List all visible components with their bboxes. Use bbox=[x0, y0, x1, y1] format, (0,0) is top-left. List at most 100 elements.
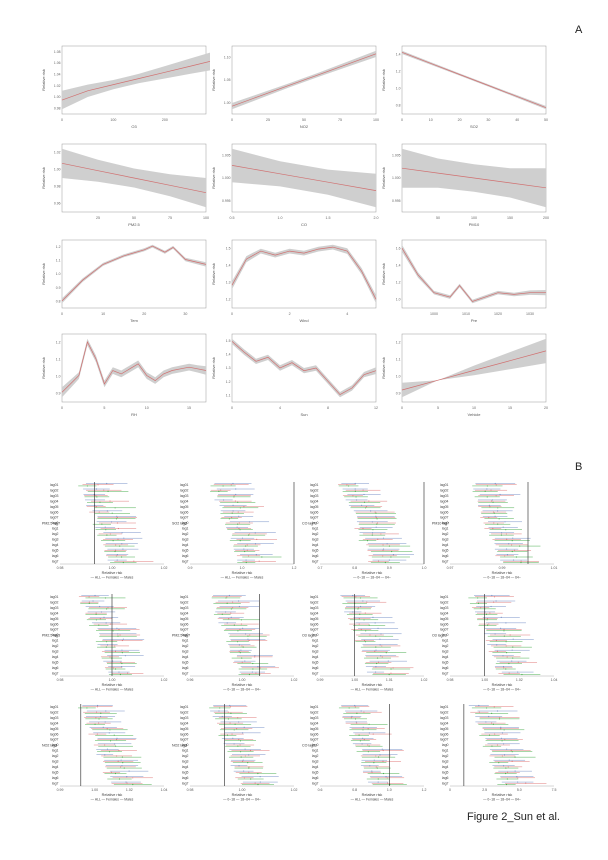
row-label: lag6 bbox=[442, 554, 449, 558]
point-estimate bbox=[505, 668, 507, 670]
row-label: lag07 bbox=[310, 516, 319, 520]
point-estimate bbox=[243, 770, 245, 772]
point-estimate bbox=[99, 618, 101, 620]
point-estimate bbox=[499, 627, 502, 629]
point-estimate bbox=[232, 510, 234, 512]
point-estimate bbox=[239, 529, 241, 531]
point-estimate bbox=[492, 527, 494, 530]
x-tick-label: 0.99 bbox=[499, 566, 506, 570]
point-estimate bbox=[247, 638, 249, 640]
y-tick-label: 1.04 bbox=[54, 73, 61, 77]
point-estimate bbox=[105, 646, 107, 648]
row-label: lag03 bbox=[440, 606, 449, 610]
series-line bbox=[401, 350, 547, 391]
point-estimate bbox=[370, 510, 372, 512]
y-axis-label: O3 lag2 bbox=[302, 634, 315, 638]
x-tick-label: 2.5 bbox=[482, 788, 487, 792]
point-estimate bbox=[121, 532, 123, 534]
x-axis-label: Relative risk bbox=[232, 683, 253, 687]
y-tick-label: 1.00 bbox=[54, 168, 61, 172]
point-estimate bbox=[241, 645, 243, 647]
point-estimate bbox=[119, 634, 121, 636]
y-tick-label: 1.2 bbox=[56, 245, 61, 249]
y-tick-label: 1.0 bbox=[396, 375, 401, 379]
point-estimate bbox=[362, 729, 364, 731]
point-estimate bbox=[519, 545, 521, 547]
point-estimate bbox=[116, 737, 118, 739]
row-label: lag04 bbox=[440, 499, 449, 503]
point-estimate bbox=[502, 743, 505, 745]
point-estimate bbox=[220, 489, 222, 491]
x-axis-label: Relative risk bbox=[232, 571, 253, 575]
point-estimate bbox=[104, 526, 106, 528]
row-label: lag1 bbox=[182, 639, 189, 643]
forest-plot-15: lag01 lag02 lag03 lag04 lag05 lag06 lag07 lag0 l… bbox=[430, 478, 558, 582]
point-estimate bbox=[230, 484, 232, 486]
point-estimate bbox=[503, 754, 506, 756]
y-tick-label: 1.4 bbox=[396, 53, 401, 57]
row-label: lag01 bbox=[180, 705, 189, 709]
point-estimate bbox=[376, 662, 378, 665]
point-estimate bbox=[99, 501, 101, 503]
point-estimate bbox=[235, 488, 237, 490]
point-estimate bbox=[511, 660, 513, 662]
row-label: lag2 bbox=[442, 644, 449, 648]
point-estimate bbox=[382, 544, 384, 546]
point-estimate bbox=[256, 538, 258, 540]
point-estimate bbox=[243, 506, 245, 508]
row-label: lag06 bbox=[440, 622, 449, 626]
row-label: lag4 bbox=[442, 765, 449, 769]
row-label: lag07 bbox=[50, 516, 59, 520]
point-estimate bbox=[227, 718, 229, 720]
point-estimate bbox=[117, 527, 119, 530]
y-tick-label: 1.05 bbox=[224, 78, 231, 82]
point-estimate bbox=[109, 533, 111, 535]
point-estimate bbox=[259, 667, 261, 669]
point-estimate bbox=[113, 734, 115, 736]
point-estimate bbox=[96, 706, 98, 708]
row-label: lag03 bbox=[50, 494, 59, 498]
point-estimate bbox=[350, 717, 352, 719]
point-estimate bbox=[95, 506, 97, 508]
row-label: lag6 bbox=[52, 776, 59, 780]
x-tick-label: 50 bbox=[544, 118, 548, 122]
legend: — ALL — Females — Males bbox=[91, 576, 134, 580]
row-label: lag4 bbox=[312, 765, 319, 769]
point-estimate bbox=[372, 616, 374, 618]
point-estimate bbox=[496, 710, 499, 712]
row-label: lag03 bbox=[440, 716, 449, 720]
row-label: lag5 bbox=[182, 661, 189, 665]
forest-plot-19: lag01 lag02 lag03 lag04 lag05 lag06 lag07 lag0 l… bbox=[430, 590, 558, 694]
point-estimate bbox=[116, 522, 119, 524]
point-estimate bbox=[515, 556, 518, 558]
x-tick-label: 0 bbox=[61, 312, 63, 316]
point-estimate bbox=[355, 499, 358, 501]
point-estimate bbox=[121, 543, 123, 545]
point-estimate bbox=[502, 655, 504, 657]
legend: — 0~18 — 18~64 — 64~ bbox=[483, 576, 521, 580]
y-tick-label: 1.02 bbox=[54, 84, 61, 88]
point-estimate bbox=[239, 652, 241, 654]
point-estimate bbox=[107, 607, 109, 609]
point-estimate bbox=[95, 717, 97, 719]
y-axis-label: PM2.5 lag7 bbox=[42, 522, 60, 526]
confidence-band bbox=[232, 338, 376, 398]
point-estimate bbox=[96, 496, 98, 498]
point-estimate bbox=[95, 612, 97, 614]
point-estimate bbox=[106, 608, 108, 610]
confidence-band bbox=[402, 244, 546, 304]
point-estimate bbox=[505, 767, 507, 769]
plot-frame bbox=[401, 333, 547, 403]
point-estimate bbox=[512, 657, 514, 659]
plot-frame bbox=[61, 45, 207, 115]
y-axis-label: SO2 lag2 bbox=[172, 522, 187, 526]
x-axis-label: PM10 bbox=[469, 222, 480, 227]
row-label: lag7 bbox=[312, 671, 319, 675]
point-estimate bbox=[236, 526, 238, 528]
point-estimate bbox=[517, 777, 519, 779]
spline-plot-0: 0 100 200 0.98 1.00 1.02 1.04 1.06 1.08 O3 Relativ… bbox=[40, 42, 217, 130]
x-axis-label: O3 bbox=[131, 124, 137, 129]
spline-plot-4: 0.5 1.0 1.5 2.0 0.995 1.000 1.005 CO Relative ri… bbox=[210, 140, 380, 228]
point-estimate bbox=[88, 596, 90, 598]
